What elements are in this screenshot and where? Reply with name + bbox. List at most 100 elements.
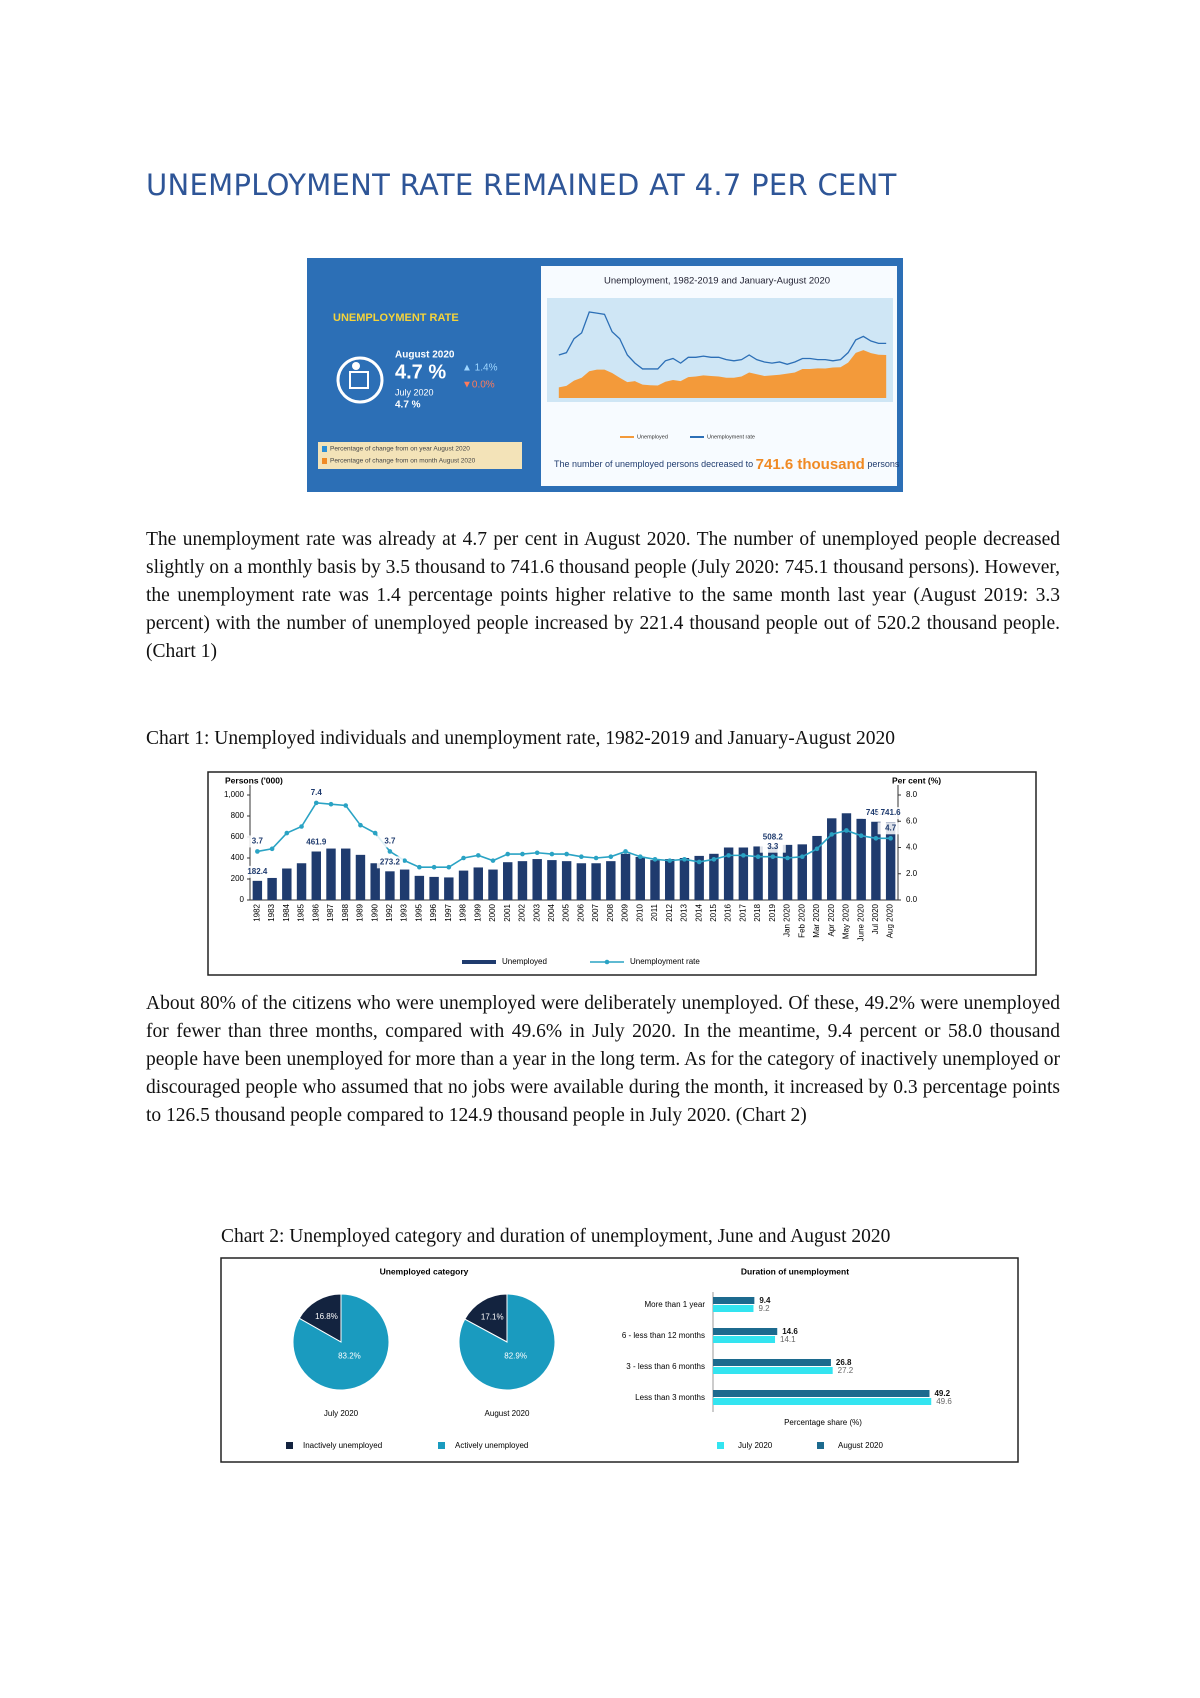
bar	[429, 876, 439, 900]
legend-label: July 2020	[738, 1441, 773, 1450]
infographic-chart-panel	[541, 266, 897, 486]
bar	[252, 880, 263, 900]
bar	[738, 847, 749, 900]
legend-swatch	[604, 959, 610, 965]
bar	[591, 863, 601, 900]
current-period: August 2020	[395, 350, 455, 361]
line-marker	[520, 851, 525, 857]
chart2-frame	[220, 1257, 1019, 1463]
x-tick-label: 1986	[311, 903, 320, 921]
x-tick-label: Mar 2020	[812, 903, 821, 937]
x-tick-label: 2006	[576, 903, 585, 921]
page-title: UNEMPLOYMENT RATE REMAINED AT 4.7 PER CE…	[146, 168, 897, 202]
previous-period: July 2020	[395, 387, 434, 397]
x-tick-label: 2001	[503, 903, 512, 921]
line-marker	[623, 849, 628, 854]
x-tick-label: 2003	[532, 903, 541, 921]
line-marker	[284, 830, 290, 836]
x-tick-label: Apr 2020	[827, 903, 836, 936]
mom-change: ▼0.0%	[462, 380, 495, 391]
x-tick-label: Jul 2020	[871, 903, 880, 934]
y2-tick-label: 2.0	[906, 869, 918, 878]
x-tick-label: 2004	[547, 903, 556, 921]
bar	[768, 846, 778, 900]
value-label: 741.6	[881, 808, 902, 817]
y-tick-label: 1,000	[224, 790, 245, 799]
line-marker	[579, 854, 584, 859]
infographic-label: UNEMPLOYMENT RATE	[333, 312, 459, 324]
x-tick-label: 2015	[709, 903, 718, 921]
note-value: 741.6 thousand	[756, 456, 865, 473]
pie-name: July 2020	[324, 1409, 359, 1418]
value-label-bg	[759, 831, 786, 844]
bar	[576, 863, 587, 900]
value-label-bg	[759, 840, 786, 853]
bar	[311, 851, 321, 900]
x-tick-label: 1985	[297, 903, 306, 921]
infographic-background	[307, 258, 903, 492]
y2-tick-label: 6.0	[906, 816, 918, 825]
value-label-bg	[376, 835, 403, 848]
x-tick-label: 1989	[356, 903, 365, 921]
x-tick-label: Aug 2020	[886, 903, 895, 938]
value-label: 4.7	[885, 823, 897, 832]
x-tick-label: 2011	[650, 903, 659, 921]
value-label-bg	[244, 835, 271, 848]
value-label: 49.2	[934, 1389, 950, 1398]
line-marker	[711, 857, 717, 862]
bar	[488, 869, 498, 900]
legend-swatch	[462, 960, 496, 964]
x-tick-label: 2016	[724, 903, 733, 921]
value-label: 3.3	[767, 842, 779, 851]
bar	[385, 871, 395, 900]
legend-label: Actively unemployed	[455, 1441, 528, 1450]
line-marker	[637, 854, 643, 859]
legend-swatch	[322, 458, 327, 464]
line-marker	[726, 853, 731, 858]
legend-label: Unemployed	[502, 957, 547, 966]
x-tick-label: 1993	[400, 903, 409, 921]
bar	[812, 835, 822, 900]
x-tick-label: 2007	[591, 903, 600, 921]
value-label: 27.2	[838, 1366, 854, 1375]
legend-swatch	[438, 1442, 445, 1449]
bar	[635, 856, 645, 900]
bar	[885, 822, 896, 900]
x-tick-label: 2009	[621, 903, 630, 921]
value-label: 7.4	[311, 788, 323, 797]
legend-label: Inactively unemployed	[303, 1441, 382, 1450]
line-marker	[490, 858, 496, 863]
line-marker	[549, 851, 555, 857]
pie-slice	[464, 1293, 508, 1343]
x-tick-label: 1990	[370, 903, 379, 921]
value-label: 26.8	[836, 1358, 852, 1367]
line-marker	[741, 853, 746, 858]
value-label: 508.2	[763, 833, 784, 842]
line-marker	[844, 828, 849, 833]
category-label: More than 1 year	[645, 1300, 706, 1309]
line-marker	[446, 864, 452, 870]
line-marker	[873, 836, 879, 841]
note: The number of unemployed persons decreas…	[554, 456, 900, 473]
pie-slice	[292, 1293, 390, 1391]
x-tick-label: 1999	[473, 903, 482, 921]
x-tick-label: 1987	[326, 903, 335, 921]
legend-box	[318, 442, 522, 469]
line-marker	[799, 854, 805, 859]
value-label: 745.1	[866, 808, 887, 817]
bar	[650, 860, 660, 900]
pie-label: 17.1%	[481, 1312, 504, 1321]
bar	[871, 821, 881, 900]
paragraph: The unemployment rate was already at 4.7…	[146, 529, 1060, 662]
mini-chart: Unemployed Unemployment rate	[558, 311, 887, 440]
icon-head	[352, 362, 360, 370]
x-tick-label: 2014	[694, 903, 703, 921]
bar	[856, 818, 866, 900]
line-marker	[343, 803, 349, 808]
infographic: UNEMPLOYMENT RATE August 2020 4.7 % July…	[307, 258, 903, 492]
line-marker	[372, 830, 378, 836]
legend-swatch	[817, 1442, 824, 1449]
value-label: 3.7	[252, 837, 264, 846]
bar	[606, 861, 616, 900]
line-marker	[313, 800, 319, 806]
